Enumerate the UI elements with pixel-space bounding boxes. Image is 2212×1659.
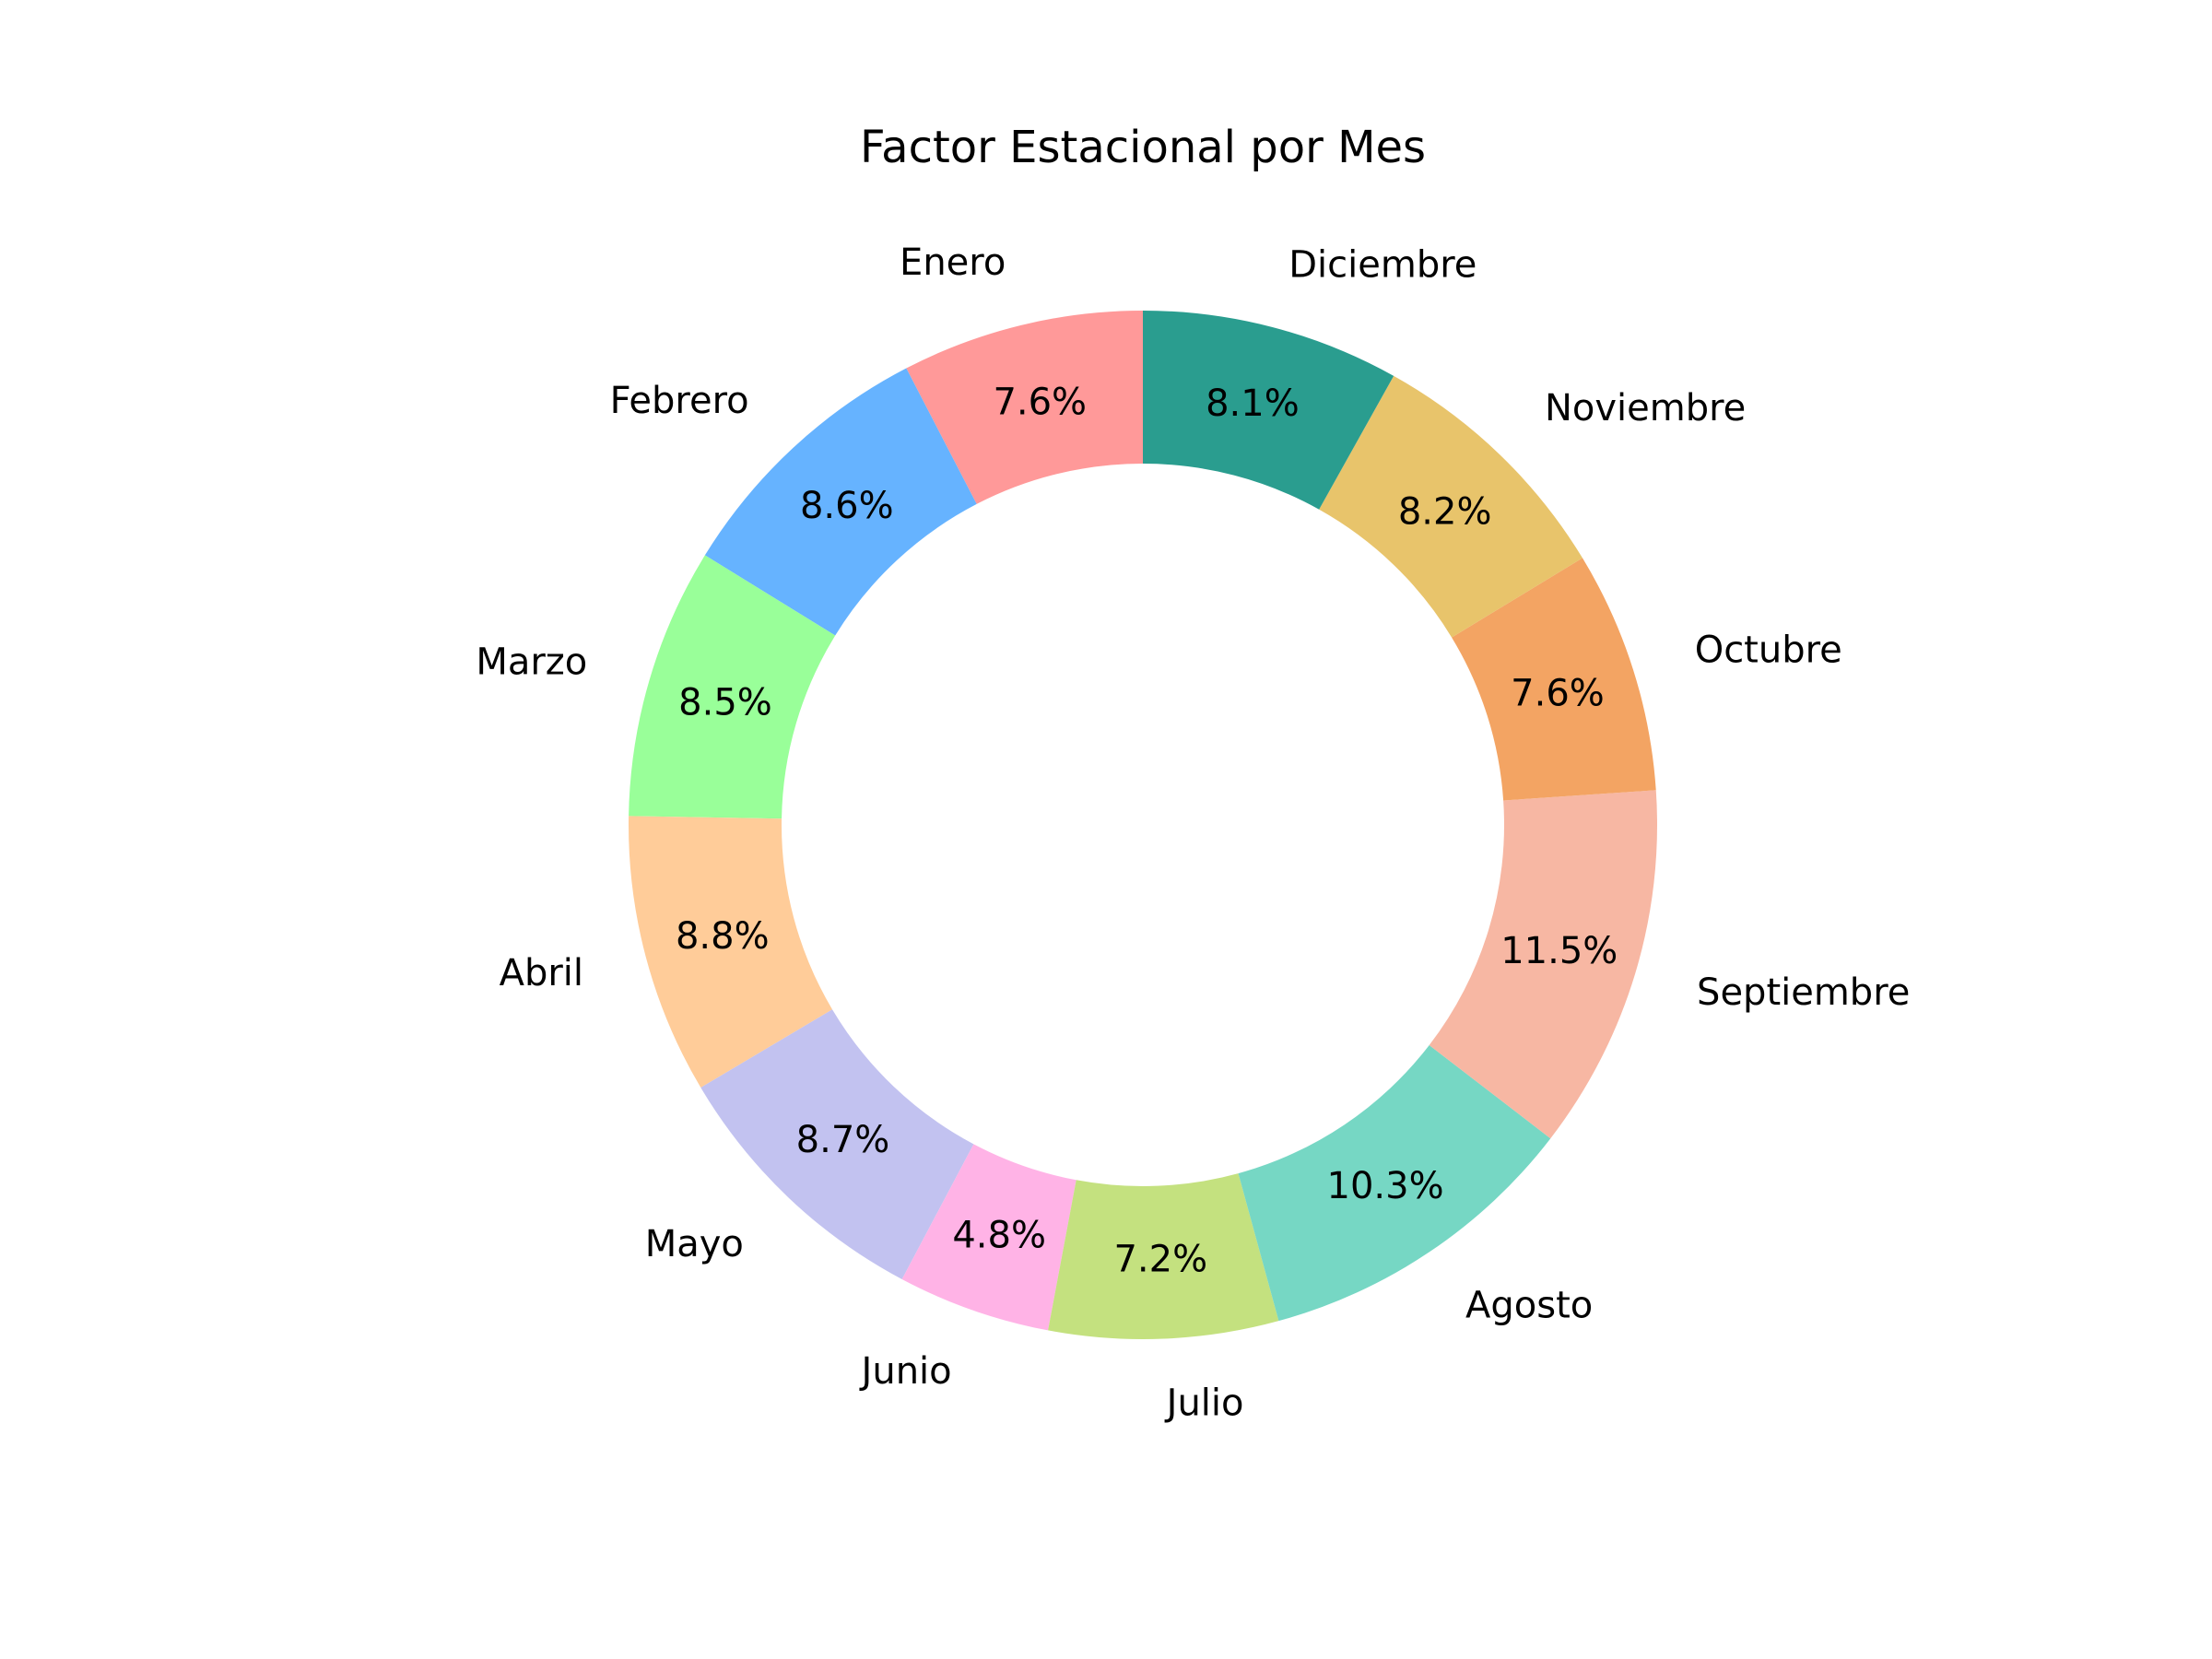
slice-label-junio: Junio	[859, 1350, 952, 1393]
slice-percent-octubre: 7.6%	[1511, 673, 1605, 715]
slice-label-abril: Abril	[500, 952, 583, 994]
slice-febrero	[704, 368, 977, 636]
slice-label-noviembre: Noviembre	[1545, 387, 1746, 429]
slice-julio	[1048, 1173, 1279, 1340]
slice-percent-septiembre: 11.5%	[1500, 930, 1618, 972]
slice-enero	[906, 311, 1143, 504]
slice-noviembre	[1319, 375, 1583, 638]
slice-label-octubre: Octubre	[1695, 629, 1842, 671]
slice-septiembre	[1429, 790, 1657, 1139]
slice-label-julio: Julio	[1164, 1382, 1244, 1424]
slice-percent-diciembre: 8.1%	[1206, 382, 1300, 425]
slice-diciembre	[1143, 311, 1394, 510]
slice-label-diciembre: Diciembre	[1288, 243, 1477, 286]
slice-percent-febrero: 8.6%	[800, 485, 894, 527]
slice-percent-abril: 8.8%	[676, 915, 770, 958]
slice-marzo	[629, 555, 836, 819]
slices-layer	[629, 311, 1657, 1340]
slice-percent-marzo: 8.5%	[678, 681, 772, 724]
slice-percent-enero: 7.6%	[993, 381, 1087, 423]
slice-percent-julio: 7.2%	[1113, 1239, 1207, 1281]
slice-percent-noviembre: 8.2%	[1398, 490, 1492, 533]
slice-label-agosto: Agosto	[1465, 1284, 1593, 1326]
slice-label-septiembre: Septiembre	[1697, 971, 1910, 1014]
slice-percent-agosto: 10.3%	[1327, 1165, 1444, 1207]
slice-percent-mayo: 8.7%	[796, 1119, 890, 1161]
slice-label-mayo: Mayo	[645, 1223, 744, 1265]
slice-junio	[901, 1144, 1077, 1331]
chart-title: Factor Estacional por Mes	[860, 122, 1426, 173]
slice-octubre	[1452, 558, 1656, 801]
slice-percent-junio: 4.8%	[952, 1215, 1046, 1257]
slice-abril	[629, 816, 833, 1088]
slice-label-enero: Enero	[900, 241, 1006, 284]
slice-label-marzo: Marzo	[476, 641, 587, 684]
slice-label-febrero: Febrero	[610, 380, 749, 422]
slice-mayo	[700, 1009, 974, 1280]
slice-agosto	[1238, 1045, 1551, 1322]
labels-layer: Enero 7.6% Febrero 8.6% Marzo 8.5% Abril 8.8% Ma…	[476, 241, 1910, 1425]
